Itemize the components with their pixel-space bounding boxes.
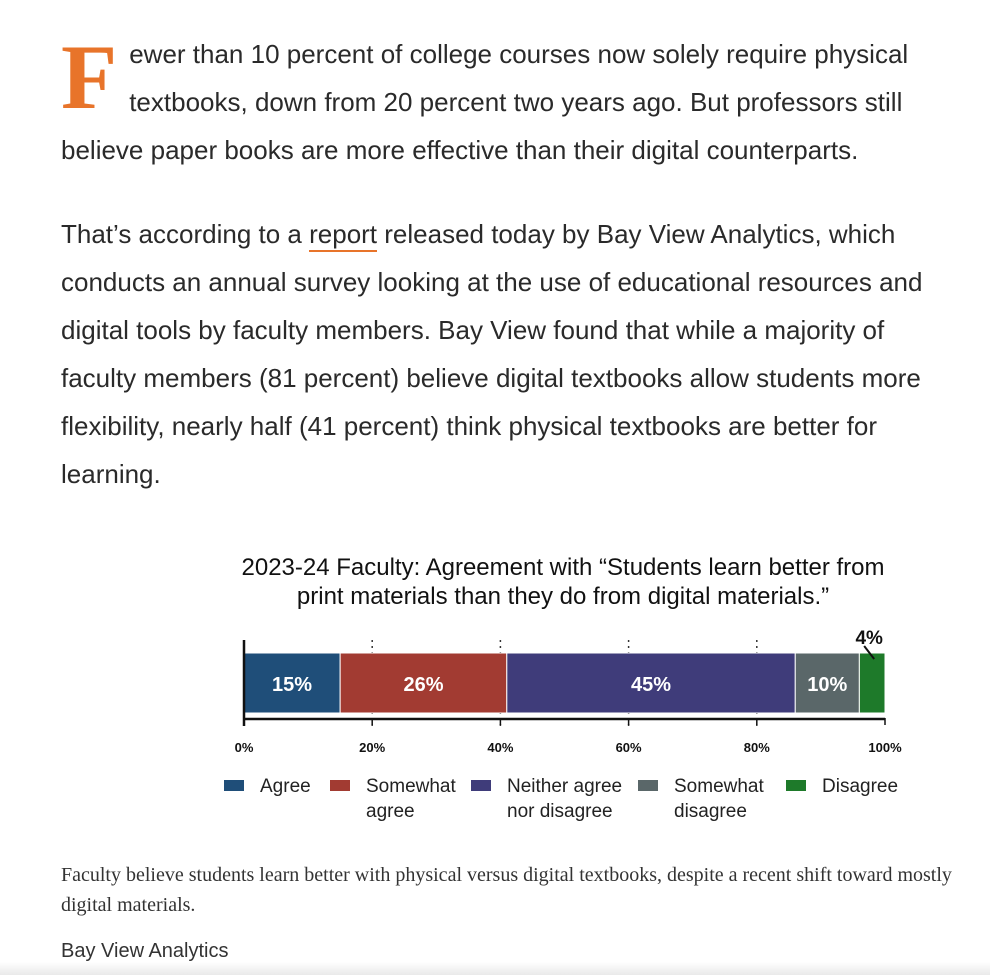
chart-title-line-1: 2023-24 Faculty: Agreement with “Student… bbox=[242, 554, 885, 581]
bar-segment bbox=[243, 652, 341, 714]
legend-swatch bbox=[471, 780, 491, 791]
legend-swatch bbox=[330, 780, 350, 791]
legend-label: agree bbox=[366, 801, 415, 822]
chart-title-line-2: print materials than they do from digita… bbox=[297, 583, 829, 610]
legend-label: Somewhat bbox=[674, 776, 764, 797]
report-link[interactable]: report bbox=[309, 219, 378, 252]
legend-label: Disagree bbox=[822, 776, 898, 797]
bar-data-label: 4% bbox=[855, 628, 883, 649]
legend-swatch bbox=[638, 780, 658, 791]
chart-figure: 2023-24 Faculty: Agreement with “Student… bbox=[200, 548, 920, 838]
legend-label: nor disagree bbox=[507, 801, 613, 822]
report-paragraph: That’s according to a report released to… bbox=[61, 210, 966, 498]
bar-segment bbox=[794, 652, 860, 714]
drop-cap: F bbox=[61, 26, 118, 128]
x-tick-label: 0% bbox=[235, 740, 254, 755]
data-label-leader-line bbox=[863, 645, 875, 660]
legend-label: Neither agree bbox=[507, 776, 622, 797]
bar-data-label: 26% bbox=[403, 674, 443, 696]
bar-data-label: 10% bbox=[807, 674, 847, 696]
legend-label: Agree bbox=[260, 776, 311, 797]
x-tick-label: 100% bbox=[868, 740, 902, 755]
bar-segment bbox=[858, 652, 886, 714]
x-tick-label: 60% bbox=[616, 740, 642, 755]
x-tick-label: 80% bbox=[744, 740, 770, 755]
legend-swatch bbox=[786, 780, 806, 791]
page-bottom-fade bbox=[0, 962, 990, 975]
x-tick-label: 40% bbox=[487, 740, 513, 755]
report-paragraph-rest: released today by Bay View Analytics, wh… bbox=[61, 219, 923, 489]
bar-data-label: 45% bbox=[631, 674, 671, 696]
legend-swatch bbox=[224, 780, 244, 791]
bar-data-label: 15% bbox=[272, 674, 312, 696]
figure-caption: Faculty believe students learn better wi… bbox=[61, 864, 952, 916]
bar-segment bbox=[339, 652, 508, 714]
report-paragraph-lead: That’s according to a bbox=[61, 219, 310, 249]
intro-paragraph-text: ewer than 10 percent of college courses … bbox=[61, 39, 909, 165]
stacked-bar-chart: 2023-24 Faculty: Agreement with “Student… bbox=[224, 554, 902, 822]
figure-credit: Bay View Analytics bbox=[61, 940, 229, 962]
bar-segment bbox=[506, 652, 796, 714]
x-tick-label: 20% bbox=[359, 740, 385, 755]
legend-label: Somewhat bbox=[366, 776, 456, 797]
legend-label: disagree bbox=[674, 801, 747, 822]
